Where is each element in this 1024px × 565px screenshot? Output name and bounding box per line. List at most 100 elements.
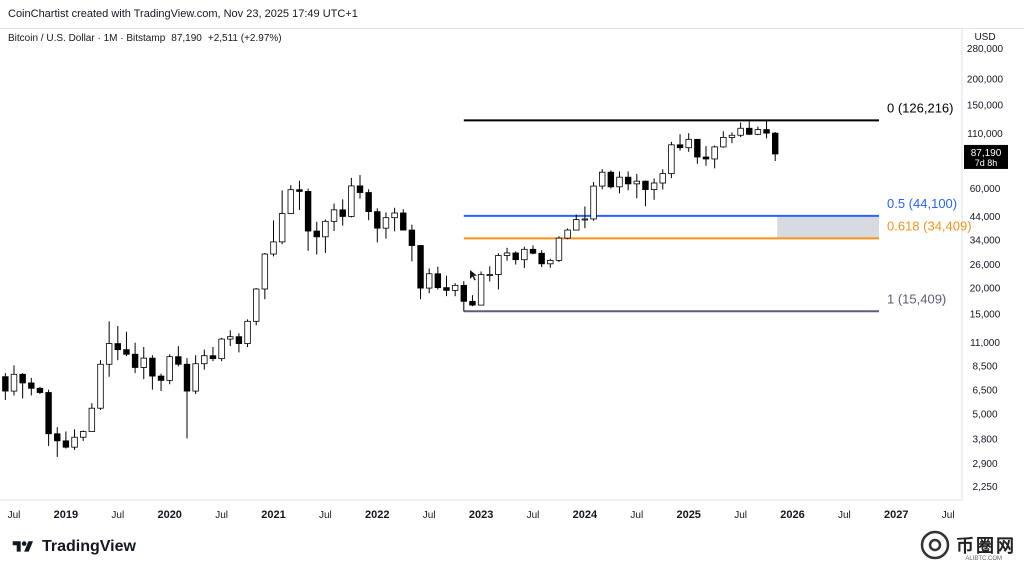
candle-body xyxy=(391,212,398,219)
candle xyxy=(339,199,346,226)
candle-body xyxy=(702,156,710,160)
candle xyxy=(123,331,130,357)
candle xyxy=(512,251,519,265)
candle xyxy=(694,138,701,164)
time-tick-label: Jul xyxy=(734,510,747,521)
candle xyxy=(599,169,606,190)
candle xyxy=(252,288,260,326)
candle xyxy=(261,252,269,300)
candle xyxy=(382,212,390,239)
tradingview-logo[interactable]: TradingView xyxy=(10,538,136,556)
fib-level-label: 1 (15,409) xyxy=(887,291,946,306)
candle xyxy=(443,275,450,297)
candle-body xyxy=(547,259,554,265)
candle-body xyxy=(763,129,770,134)
candle-body xyxy=(408,229,416,246)
candle-body xyxy=(235,336,243,344)
watermark-logo-icon xyxy=(920,530,950,560)
candle xyxy=(71,429,78,450)
candle-body xyxy=(754,129,762,135)
watermark-subtext: ALIBTC.COM xyxy=(965,556,1002,562)
candle xyxy=(114,326,121,361)
time-tick-label: Jul xyxy=(527,510,540,521)
candle-body xyxy=(304,191,312,232)
time-tick-label: 2023 xyxy=(469,509,493,521)
footer: TradingView 币圈网 ALIBTC.COM xyxy=(0,528,1024,565)
candle-body xyxy=(400,212,407,231)
candle-body xyxy=(131,353,139,368)
time-tick-label: Jul xyxy=(111,510,124,521)
candle xyxy=(477,271,485,306)
header-attribution: CoinChartist created with TradingView.co… xyxy=(8,8,358,20)
time-tick-label: 2026 xyxy=(780,509,804,521)
time-axis[interactable]: Jul 2019 Jul 2020 Jul 2021 Jul 2022 Jul 2023 Jul 20… xyxy=(8,509,955,521)
candle-body xyxy=(529,248,537,254)
candle xyxy=(720,131,727,148)
candle xyxy=(235,333,243,353)
candle-body xyxy=(555,237,563,261)
candle-body xyxy=(469,300,476,306)
candle-body xyxy=(218,338,225,360)
price-chart[interactable]: 0 (126,216) 0.5 (44,100) 0.618 (34,409) 1 (… xyxy=(0,28,1024,528)
candle xyxy=(573,214,580,231)
price-tick-label: 11,000 xyxy=(970,338,1000,349)
candle xyxy=(278,190,286,245)
candle xyxy=(88,403,96,432)
price-axis[interactable]: 280,000 200,000 150,000 110,000 60,000 44,000… xyxy=(967,44,1004,493)
candle xyxy=(590,182,597,221)
candle xyxy=(322,219,329,253)
candle xyxy=(131,342,139,374)
candle-body xyxy=(97,363,104,409)
time-tick-label: Jul xyxy=(630,510,643,521)
price-tick-label: 200,000 xyxy=(967,75,1004,86)
candle xyxy=(2,373,9,401)
time-tick-label: 2024 xyxy=(573,509,598,521)
candle-body xyxy=(711,146,718,160)
candle xyxy=(460,281,467,312)
candle-body xyxy=(425,273,433,289)
candle-body xyxy=(157,375,165,381)
candle xyxy=(192,355,199,394)
price-tick-label: 280,000 xyxy=(967,44,1004,55)
candle xyxy=(607,170,615,189)
tradingview-logo-icon xyxy=(12,541,33,552)
time-tick-label: 2020 xyxy=(157,509,181,521)
price-tick-label: 150,000 xyxy=(967,101,1004,112)
candle-body xyxy=(227,336,234,340)
candle-body xyxy=(322,220,329,238)
candle-body xyxy=(252,288,260,322)
candle-body xyxy=(123,349,130,355)
candle xyxy=(469,295,476,307)
fib-level-label: 0 (126,216) xyxy=(887,100,954,115)
price-tick-label: 6,500 xyxy=(972,386,997,397)
candle-body xyxy=(62,440,70,448)
candle xyxy=(668,141,675,179)
candle-body xyxy=(495,255,502,275)
candle xyxy=(425,268,433,294)
price-axis-unit: USD xyxy=(974,32,995,43)
candle xyxy=(581,206,589,229)
candle-body xyxy=(114,343,121,351)
time-tick-label: Jul xyxy=(942,510,955,521)
candle xyxy=(633,173,640,199)
candle-body xyxy=(356,185,364,193)
candle xyxy=(702,146,710,166)
candle xyxy=(80,430,87,441)
candle xyxy=(616,171,623,194)
candle-body xyxy=(564,229,571,239)
fib-levels-layer: 0 (126,216) 0.5 (44,100) 0.618 (34,409) 1 (… xyxy=(463,100,972,313)
candle-body xyxy=(737,127,744,136)
candle-body xyxy=(278,213,286,243)
candle xyxy=(746,121,753,136)
candle-body xyxy=(192,363,199,392)
price-tick-label: 8,500 xyxy=(972,361,997,372)
candle xyxy=(175,346,182,367)
time-tick-label: Jul xyxy=(423,510,436,521)
candle-body xyxy=(313,230,320,238)
candle-body xyxy=(694,138,701,158)
candle xyxy=(711,145,718,169)
last-price-countdown: 7d 8h xyxy=(975,158,998,168)
time-tick-label: Jul xyxy=(319,510,332,521)
price-tick-label: 34,000 xyxy=(970,235,1001,246)
symbol-name[interactable]: Bitcoin / U.S. Dollar · 1M · Bitstamp xyxy=(8,33,166,44)
